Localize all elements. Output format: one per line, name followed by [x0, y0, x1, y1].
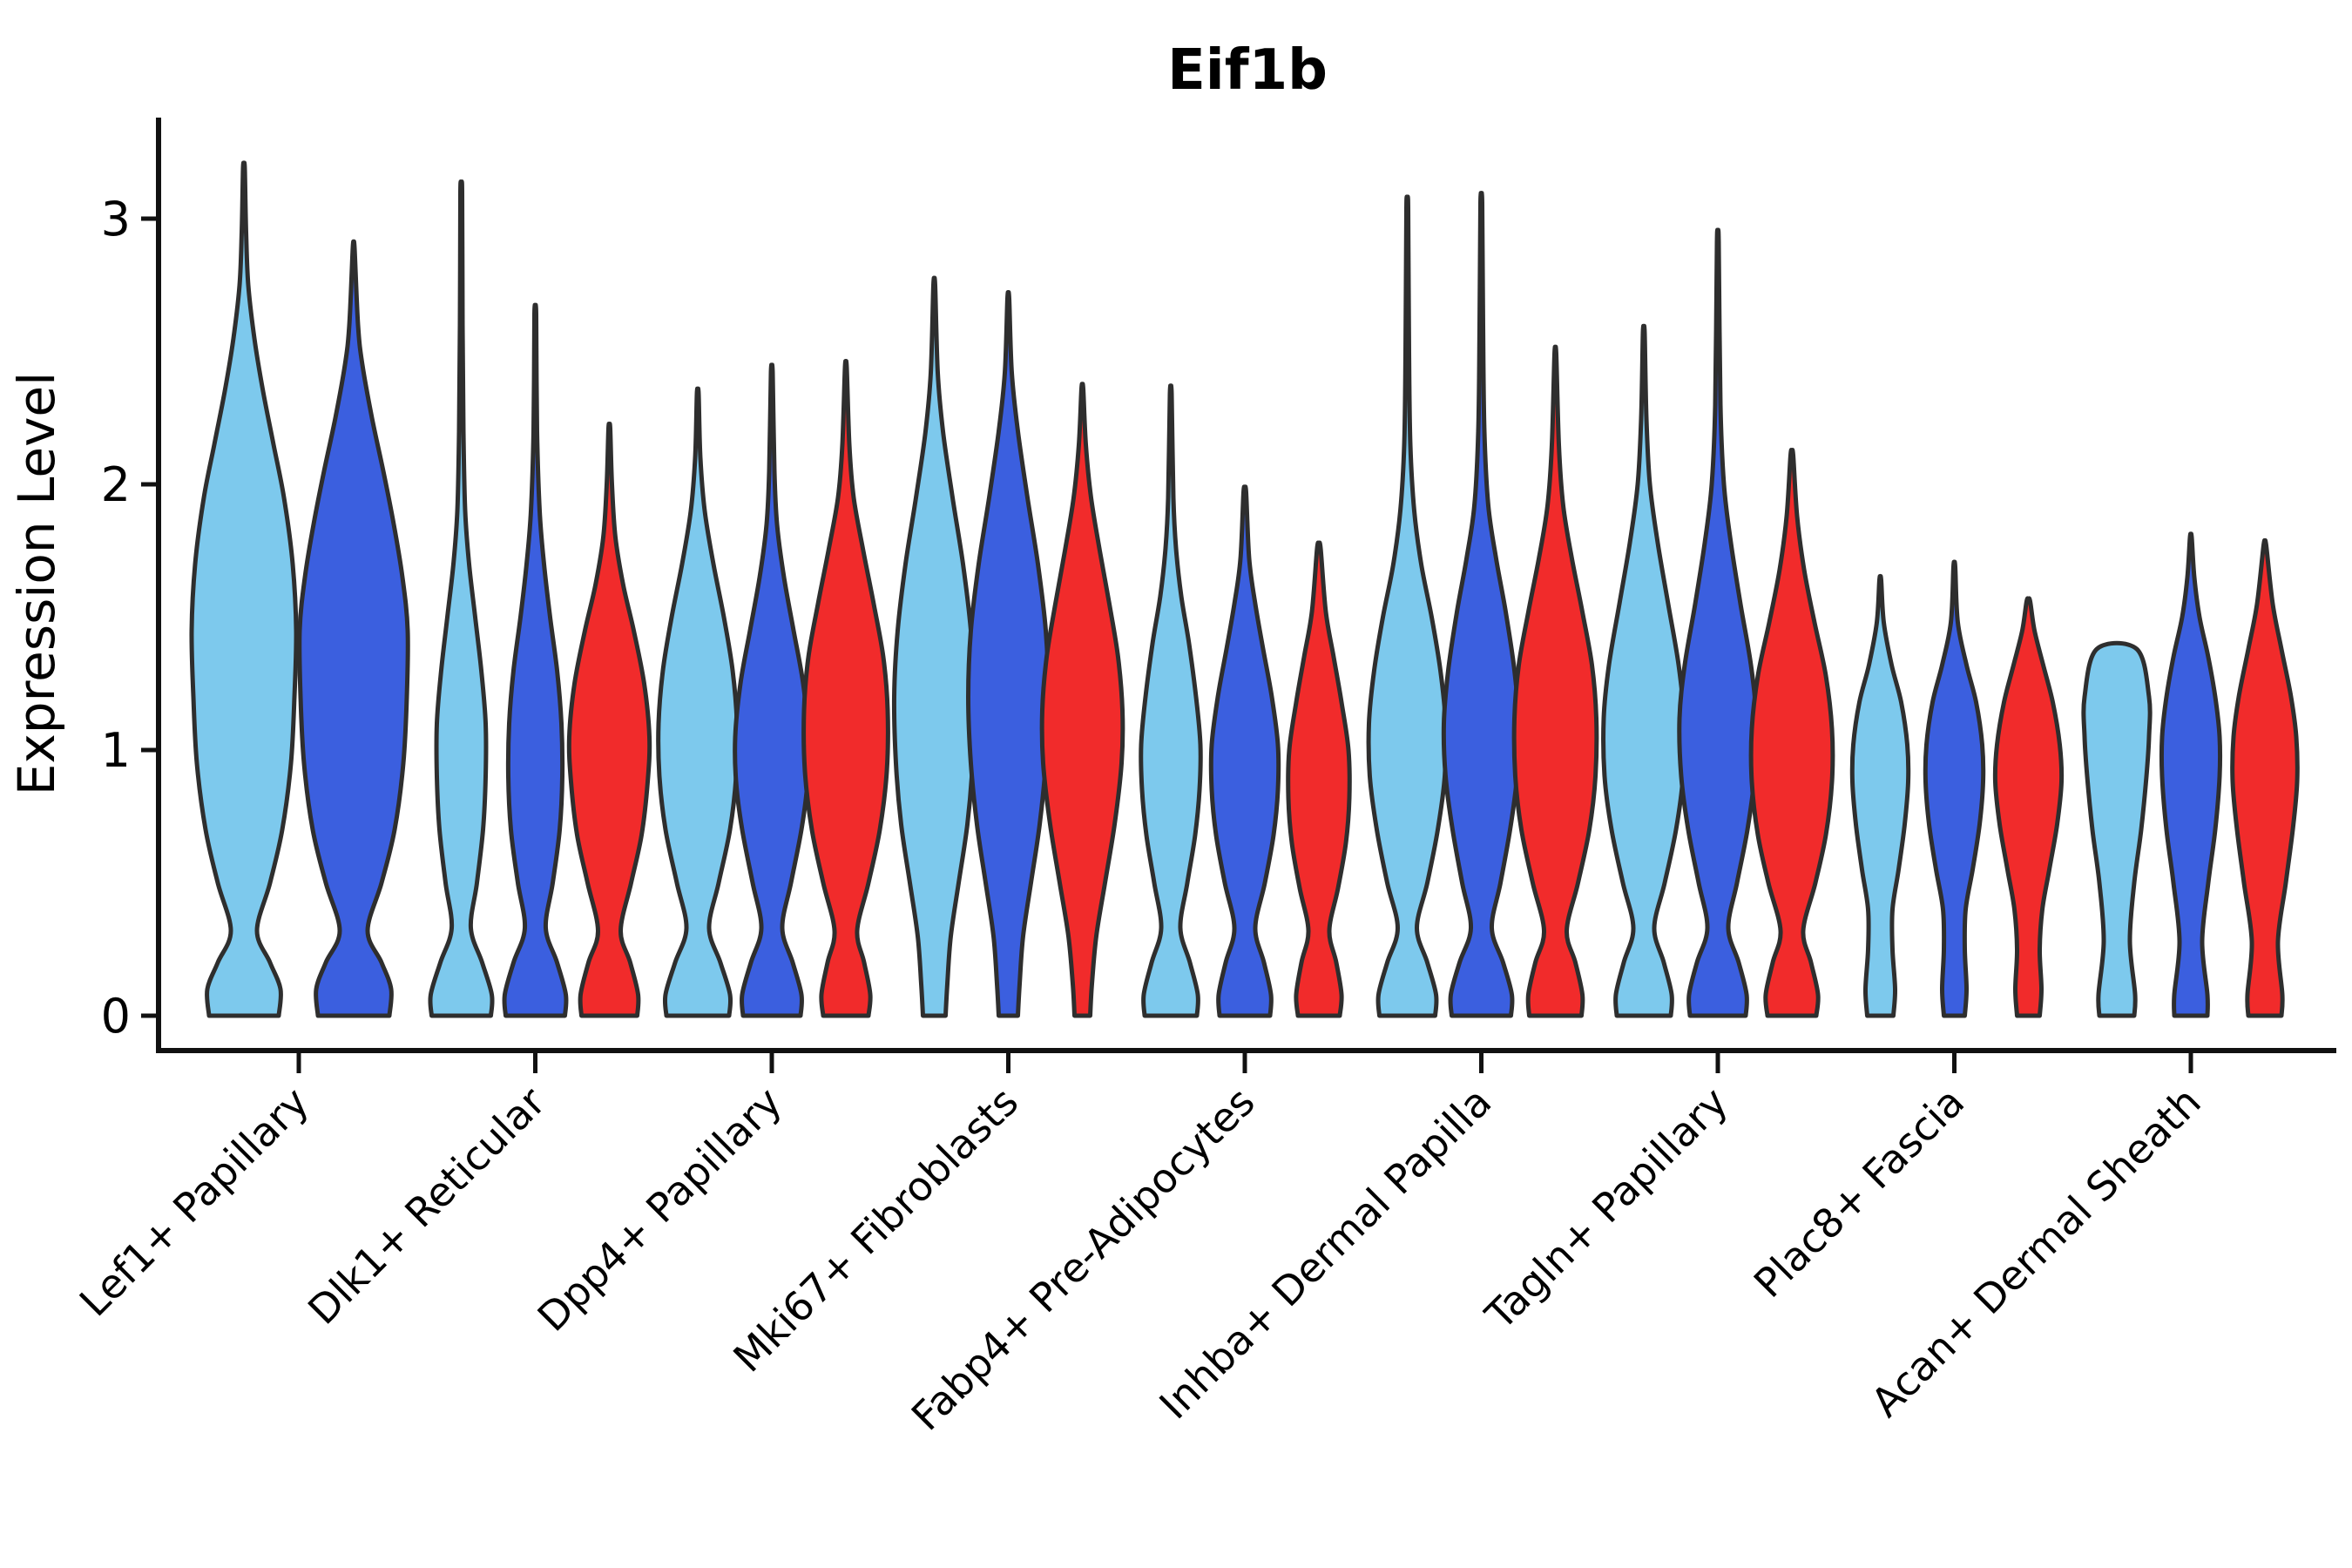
x-axis-category-label-tagln-papillary: Tagln+ Papillary: [1476, 1078, 1737, 1340]
violin-dpp4-papillary-dark-blue: [733, 362, 811, 1018]
violin-dpp4-papillary-light-blue: [656, 386, 740, 1018]
axis-spines: [156, 118, 2336, 1053]
violin-acan-dermal-sheath-dark-blue: [2159, 531, 2223, 1018]
violin-plac8-fascia-light-blue: [1849, 573, 1911, 1018]
violin-mki67-fibroblasts-dark-blue: [966, 289, 1051, 1018]
y-axis-tick-label: 0: [101, 989, 131, 1044]
violin-tagln-papillary-red: [1748, 448, 1835, 1018]
x-axis-category-label-dpp4-papillary: Dpp4+ Papillary: [529, 1078, 791, 1341]
violin-inhba-dermal-papilla-red: [1511, 344, 1599, 1018]
y-axis-tick-label: 3: [101, 192, 131, 247]
violin-tagln-papillary-light-blue: [1601, 323, 1686, 1018]
violin-acan-dermal-sheath-red: [2230, 537, 2300, 1018]
plot-title: Eif1b: [1167, 38, 1328, 103]
violin-dlk1-reticular-red: [566, 421, 652, 1018]
violin-plac8-fascia-red: [1992, 596, 2065, 1018]
y-axis-label: Expression Level: [7, 372, 66, 795]
x-axis-category-label-lef1-papillary: Lef1+ Papillary: [71, 1078, 318, 1326]
violin-mki67-fibroblasts-light-blue: [891, 275, 977, 1018]
violin-dpp4-papillary-red: [801, 359, 890, 1018]
violin-lef1-papillary-dark-blue: [297, 239, 410, 1018]
violin-tagln-papillary-dark-blue: [1677, 227, 1759, 1018]
violin-lef1-papillary-light-blue: [189, 160, 299, 1018]
violin-plac8-fascia-dark-blue: [1923, 559, 1986, 1018]
violin-fabp4-pre-adipocytes-light-blue: [1139, 383, 1203, 1018]
y-axis-tick-label: 1: [101, 723, 131, 778]
violin-acan-dermal-sheath-light-blue: [2081, 640, 2153, 1018]
x-axis-category-label-dlk1-reticular: Dlk1+ Reticular: [299, 1078, 554, 1334]
violin-fabp4-pre-adipocytes-red: [1286, 540, 1352, 1018]
x-axis-category-label-plac8-fascia: Plac8+ Fascia: [1745, 1078, 1973, 1307]
violin-inhba-dermal-papilla-light-blue: [1366, 194, 1449, 1018]
violin-mki67-fibroblasts-red: [1039, 382, 1125, 1018]
violin-dlk1-reticular-dark-blue: [502, 302, 569, 1018]
y-axis-tick-label: 2: [101, 457, 131, 512]
violin-inhba-dermal-papilla-dark-blue: [1441, 191, 1522, 1018]
violin-dlk1-reticular-light-blue: [428, 179, 495, 1018]
violins-layer: [189, 160, 2300, 1018]
violin-fabp4-pre-adipocytes-dark-blue: [1208, 484, 1281, 1018]
